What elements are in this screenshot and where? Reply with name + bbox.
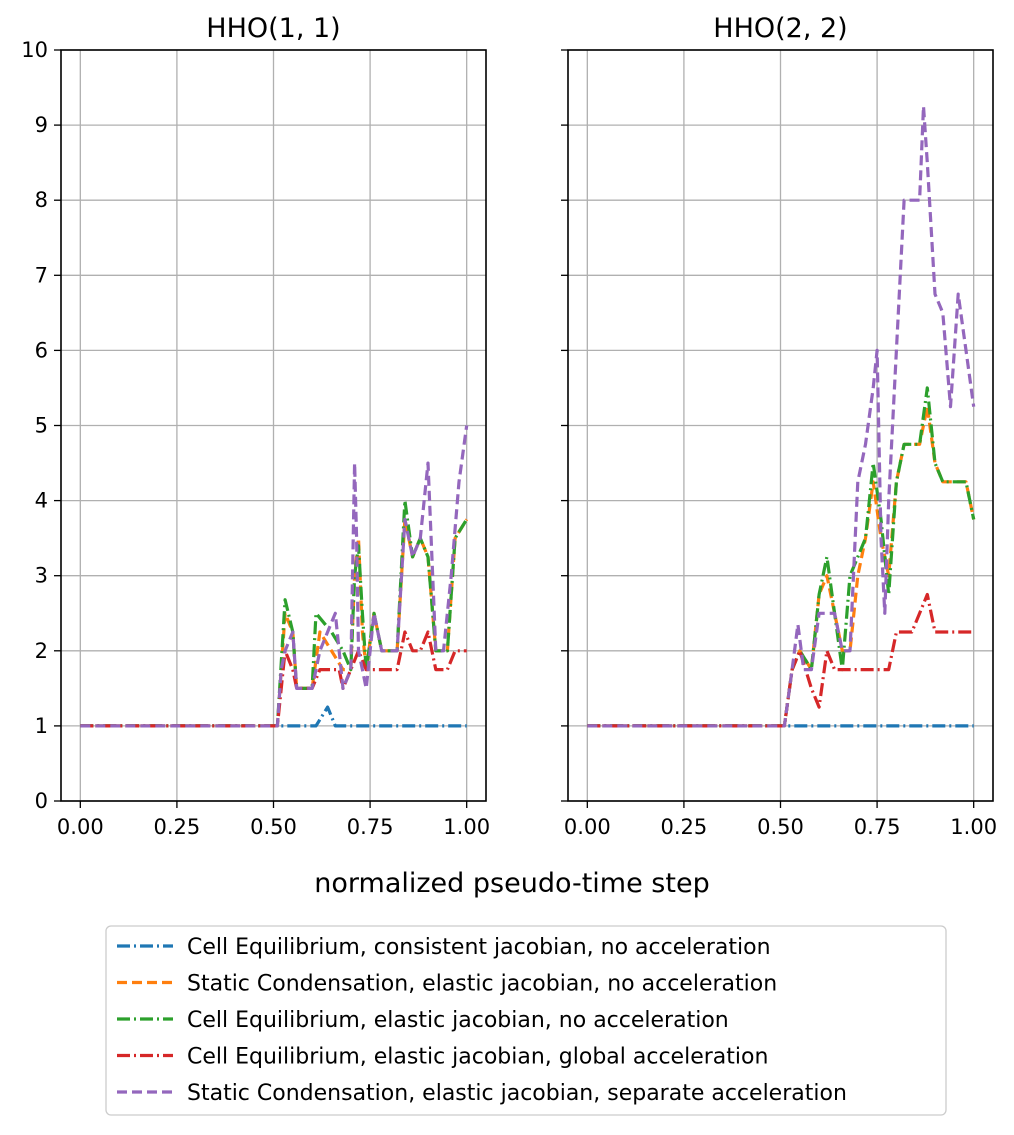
x-tick-label: 1.00 [443, 815, 490, 839]
legend-label: Cell Equilibrium, consistent jacobian, n… [187, 935, 771, 960]
figure-x-axis-label: normalized pseudo-time step [314, 868, 709, 899]
y-tick-label: 3 [35, 564, 48, 588]
series-line-5 [587, 104, 976, 728]
y-tick-label: 1 [35, 714, 48, 738]
x-tick-label: 0.00 [57, 815, 104, 839]
legend-box [105, 925, 947, 1116]
y-tick-label: 10 [21, 38, 48, 62]
y-tick-label: 4 [35, 489, 48, 513]
legend-label: Static Condensation, elastic jacobian, s… [187, 1081, 847, 1106]
x-tick-label: 0.50 [250, 815, 297, 839]
x-tick-label: 0.25 [154, 815, 201, 839]
y-tick-label: 9 [35, 113, 48, 137]
y-tick-label: 7 [35, 263, 48, 287]
y-tick-label: 5 [35, 414, 48, 438]
series-line-4 [587, 592, 974, 728]
x-tick-label: 0.75 [854, 815, 901, 839]
x-tick-label: 1.00 [950, 815, 997, 839]
x-tick-label: 0.75 [347, 815, 394, 839]
series-line-5 [80, 425, 469, 728]
legend: Cell Equilibrium, consistent jacobian, n… [105, 925, 947, 1116]
legend-label: Cell Equilibrium, elastic jacobian, no a… [187, 1008, 729, 1033]
legend-label: Static Condensation, elastic jacobian, n… [187, 972, 777, 997]
x-tick-label: 0.25 [661, 815, 708, 839]
plot-panel-2: 0.00 0.25 0.50 0.75 1.00 HHO(2, 2) [561, 13, 997, 839]
legend-label: Cell Equilibrium, elastic jacobian, glob… [187, 1045, 768, 1070]
y-tick-label: 2 [35, 639, 48, 663]
y-tick-label: 0 [35, 789, 48, 813]
x-tick-label: 0.00 [564, 815, 611, 839]
plot-title: HHO(1, 1) [206, 13, 340, 44]
plot-title: HHO(2, 2) [713, 13, 847, 44]
y-tick-label: 6 [35, 338, 48, 362]
plot-panel-1: 0.00 0.25 0.50 0.75 1.00 0 1 2 3 4 5 6 7 8 9 10 HHO(1, 1… [21, 13, 490, 839]
y-tick-label: 8 [35, 188, 48, 212]
x-tick-label: 0.50 [757, 815, 804, 839]
